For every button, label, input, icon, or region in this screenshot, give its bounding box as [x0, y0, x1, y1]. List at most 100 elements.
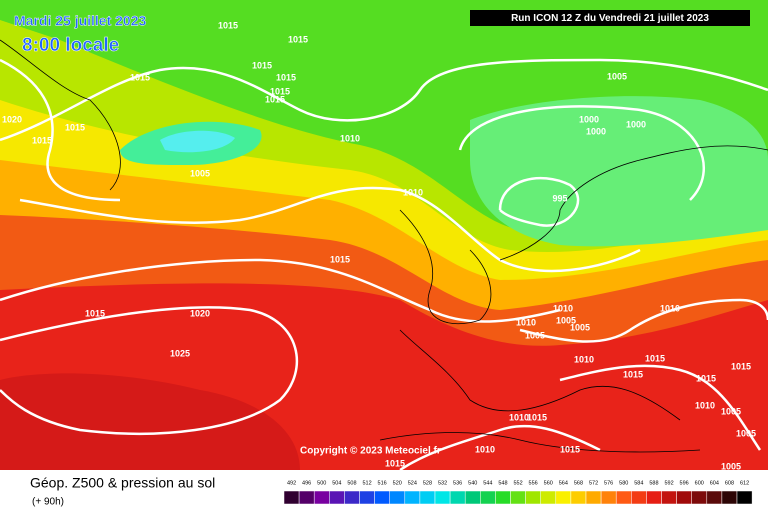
- scale-swatch: [721, 490, 738, 505]
- scale-swatch: [329, 490, 345, 505]
- isobar-label: 1015: [645, 353, 665, 363]
- forecast-time: 8:00 locale: [22, 35, 119, 56]
- scale-label: 536: [453, 480, 462, 486]
- isobar-label: 1005: [525, 330, 545, 340]
- isobar-label: 1010: [660, 303, 680, 313]
- isobar-label: 1020: [2, 114, 22, 124]
- isobar-label: 1010: [475, 444, 495, 454]
- scale-label: 540: [468, 480, 477, 486]
- scale-swatch: [298, 490, 315, 505]
- scale-swatch: [691, 490, 708, 505]
- isobar-label: 1015: [130, 72, 150, 82]
- scale-label: 492: [287, 480, 296, 486]
- run-info: Run ICON 12 Z du Vendredi 21 juillet 202…: [511, 13, 709, 24]
- scale-label: 600: [695, 480, 704, 486]
- scale-label: 588: [649, 480, 658, 486]
- scale-swatch: [389, 490, 406, 505]
- scale-swatch: [736, 490, 753, 505]
- scale-swatch: [646, 490, 662, 505]
- isobar-label: 1015: [265, 94, 285, 104]
- scale-label: 596: [680, 480, 689, 486]
- scale-swatch: [374, 490, 390, 505]
- scale-label: 608: [725, 480, 734, 486]
- scale-swatch: [555, 490, 572, 505]
- isobar-label: 1025: [170, 348, 190, 358]
- scale-label: 576: [604, 480, 613, 486]
- isobar-label: 1015: [65, 122, 85, 132]
- forecast-date: Mardi 25 juillet 2023: [14, 13, 146, 29]
- scale-swatch: [495, 490, 511, 505]
- scale-label: 496: [302, 480, 311, 486]
- scale-label: 612: [740, 480, 749, 486]
- scale-label: 548: [498, 480, 507, 486]
- scale-label: 516: [378, 480, 387, 486]
- isobar-label: 1015: [270, 86, 290, 96]
- map-field: 1015101510151015101510151015102010151015…: [0, 0, 768, 471]
- isobar-label: 1015: [527, 412, 547, 422]
- scale-label: 556: [529, 480, 538, 486]
- scale-label: 508: [347, 480, 356, 486]
- scale-swatch: [706, 490, 723, 505]
- isobar-label: 1015: [288, 34, 308, 44]
- isobar-label: 1000: [579, 114, 599, 124]
- field-dark-red: [0, 373, 300, 470]
- scale-swatch: [510, 490, 526, 505]
- isobar-label: 1000: [586, 126, 606, 136]
- isobar-label: 995: [552, 193, 567, 203]
- scale-label: 520: [393, 480, 402, 486]
- isobar-label: 1010: [574, 354, 594, 364]
- color-scale: 492 496 500 504 508 512 516 520 524 528 532 536 540 5…: [283, 480, 753, 505]
- scale-swatch: [540, 490, 557, 505]
- scale-label: 580: [619, 480, 628, 486]
- scale-swatch: [600, 490, 617, 505]
- isobar-label: 1015: [696, 373, 716, 383]
- scale-label: 528: [423, 480, 432, 486]
- scale-swatch: [464, 490, 481, 505]
- scale-swatch: [283, 490, 300, 505]
- scale-label: 568: [574, 480, 583, 486]
- scale-swatch: [434, 490, 451, 505]
- scale-label: 512: [362, 480, 371, 486]
- scale-swatch: [570, 490, 587, 505]
- scale-swatch: [631, 490, 647, 505]
- scale-label: 560: [544, 480, 553, 486]
- scale-label: 524: [408, 480, 417, 486]
- isobar-label: 1015: [330, 254, 350, 264]
- scale-label: 532: [438, 480, 447, 486]
- scale-swatch: [344, 490, 360, 505]
- scale-swatch: [449, 490, 466, 505]
- scale-swatch: [480, 490, 496, 505]
- isobar-label: 1015: [560, 444, 580, 454]
- isobar-label: 1010: [403, 187, 423, 197]
- isobar-label: 1005: [721, 461, 741, 471]
- isobar-label: 1010: [553, 303, 573, 313]
- coastlines: [0, 39, 768, 453]
- run-box: [470, 10, 750, 26]
- scale-swatch: [615, 490, 632, 505]
- isobar-label: 1005: [721, 406, 741, 416]
- isobar-label: 1015: [276, 72, 296, 82]
- scale-swatch: [661, 490, 677, 505]
- scale-label: 544: [483, 480, 492, 486]
- isobar-label: 1010: [340, 133, 360, 143]
- scale-swatch: [525, 490, 541, 505]
- copyright: Copyright © 2023 Meteociel.fr: [300, 446, 441, 457]
- isobar-label: 1015: [218, 20, 238, 30]
- scale-label: 572: [589, 480, 598, 486]
- scale-swatch: [419, 490, 436, 505]
- scale-swatch: [359, 490, 375, 505]
- isobar-label: 1005: [190, 168, 210, 178]
- isobar-label: 1005: [736, 428, 756, 438]
- scale-label: 504: [332, 480, 341, 486]
- isobar-label: 1010: [695, 400, 715, 410]
- isobar-label: 1000: [626, 119, 646, 129]
- isobar-label: 1010: [509, 412, 529, 422]
- isobar-label: 1005: [570, 322, 590, 332]
- scale-label: 564: [559, 480, 568, 486]
- scale-swatch: [676, 490, 692, 505]
- isobar-label: 1020: [190, 308, 210, 318]
- isobar-label: 1015: [623, 369, 643, 379]
- scale-swatch: [313, 490, 330, 505]
- isobar-label: 1015: [385, 458, 405, 468]
